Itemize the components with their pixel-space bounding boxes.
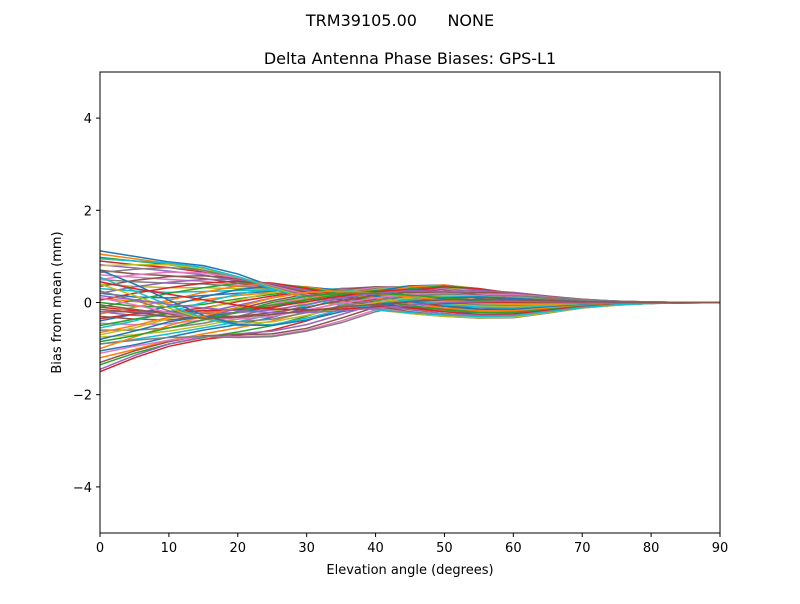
- y-tick-label: 4: [84, 112, 92, 127]
- x-tick-label: 70: [574, 541, 591, 556]
- y-axis-label: Bias from mean (mm): [50, 231, 65, 373]
- series-line-56: [100, 298, 720, 319]
- x-tick-label: 20: [230, 541, 247, 556]
- chart-title: Delta Antenna Phase Biases: GPS-L1: [264, 49, 556, 68]
- x-tick-label: 30: [298, 541, 315, 556]
- x-tick-label: 80: [643, 541, 660, 556]
- x-axis: 0 10 20 30 40 50 60 70 80 90: [96, 533, 728, 556]
- x-axis-label: Elevation angle (degrees): [326, 563, 493, 578]
- x-tick-label: 60: [505, 541, 522, 556]
- series-layer: [100, 250, 720, 373]
- y-tick-label: −4: [73, 481, 92, 496]
- x-tick-label: 50: [436, 541, 453, 556]
- x-tick-label: 90: [712, 541, 729, 556]
- series-line-40: [100, 257, 720, 318]
- series-line-28: [100, 294, 720, 345]
- y-tick-label: −2: [73, 389, 92, 404]
- y-axis: −4 −2 0 2 4: [73, 112, 100, 496]
- x-tick-label: 40: [367, 541, 384, 556]
- x-tick-label: 0: [96, 541, 104, 556]
- y-tick-label: 2: [84, 204, 92, 219]
- figure-suptitle: TRM39105.00 NONE: [305, 11, 494, 30]
- y-tick-label: 0: [84, 297, 92, 312]
- x-tick-label: 10: [161, 541, 178, 556]
